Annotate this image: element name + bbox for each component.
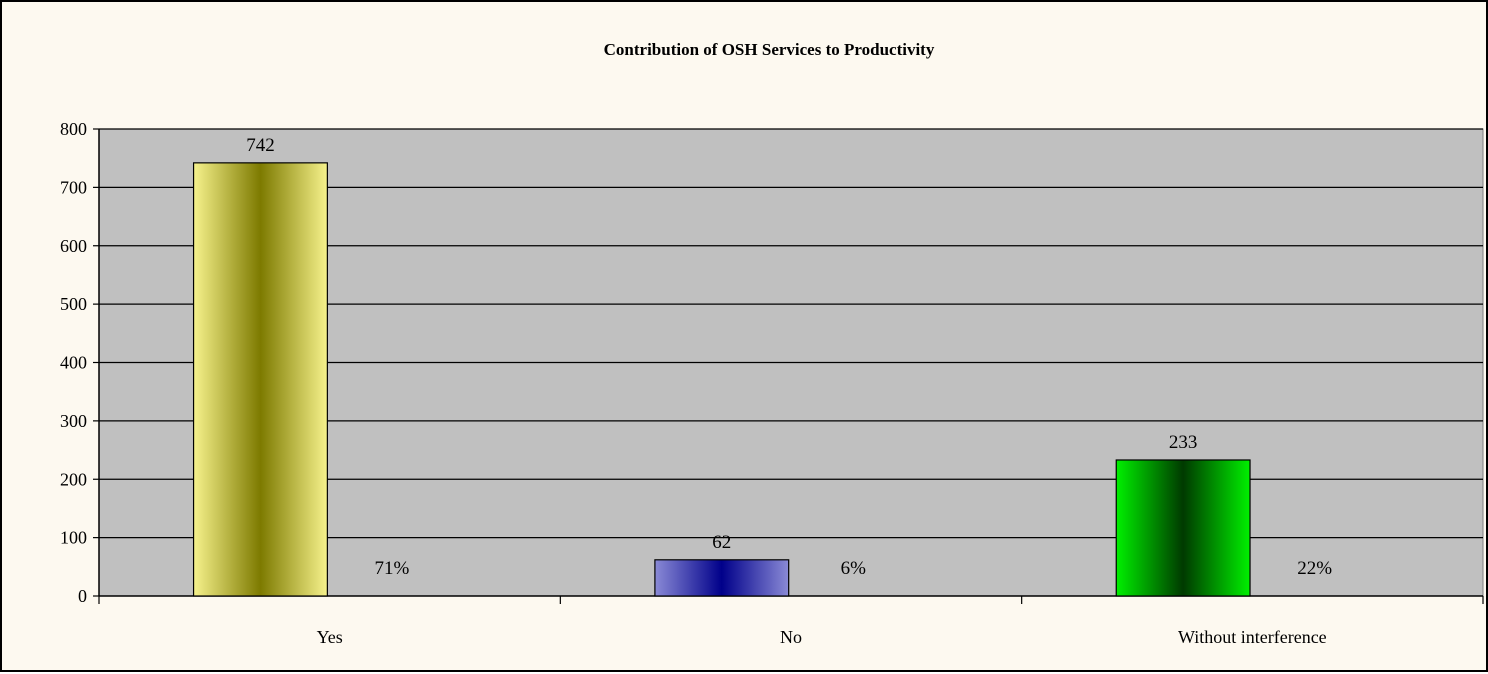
y-tick-label: 400 bbox=[60, 353, 87, 373]
category-label: Yes bbox=[317, 627, 343, 647]
y-tick-label: 300 bbox=[60, 411, 87, 431]
y-tick-label: 700 bbox=[60, 177, 87, 197]
category-label: No bbox=[780, 627, 802, 647]
percent-label: 71% bbox=[375, 558, 410, 579]
value-label: 62 bbox=[712, 532, 731, 553]
y-tick-label: 100 bbox=[60, 528, 87, 548]
value-label: 742 bbox=[246, 135, 275, 156]
bar-1 bbox=[192, 162, 328, 597]
percent-label: 22% bbox=[1297, 558, 1332, 579]
y-tick-label: 500 bbox=[60, 294, 87, 314]
chart-title: Contribution of OSH Services to Producti… bbox=[604, 40, 935, 59]
y-tick-label: 0 bbox=[78, 586, 87, 606]
y-tick-label: 200 bbox=[60, 469, 87, 489]
y-tick-label: 600 bbox=[60, 236, 87, 256]
value-label: 233 bbox=[1169, 432, 1198, 453]
category-label: Without interference bbox=[1178, 627, 1327, 647]
percent-label: 6% bbox=[841, 558, 867, 579]
bar-2 bbox=[654, 559, 790, 597]
y-tick-label: 800 bbox=[60, 119, 87, 139]
bar-3 bbox=[1115, 459, 1251, 597]
